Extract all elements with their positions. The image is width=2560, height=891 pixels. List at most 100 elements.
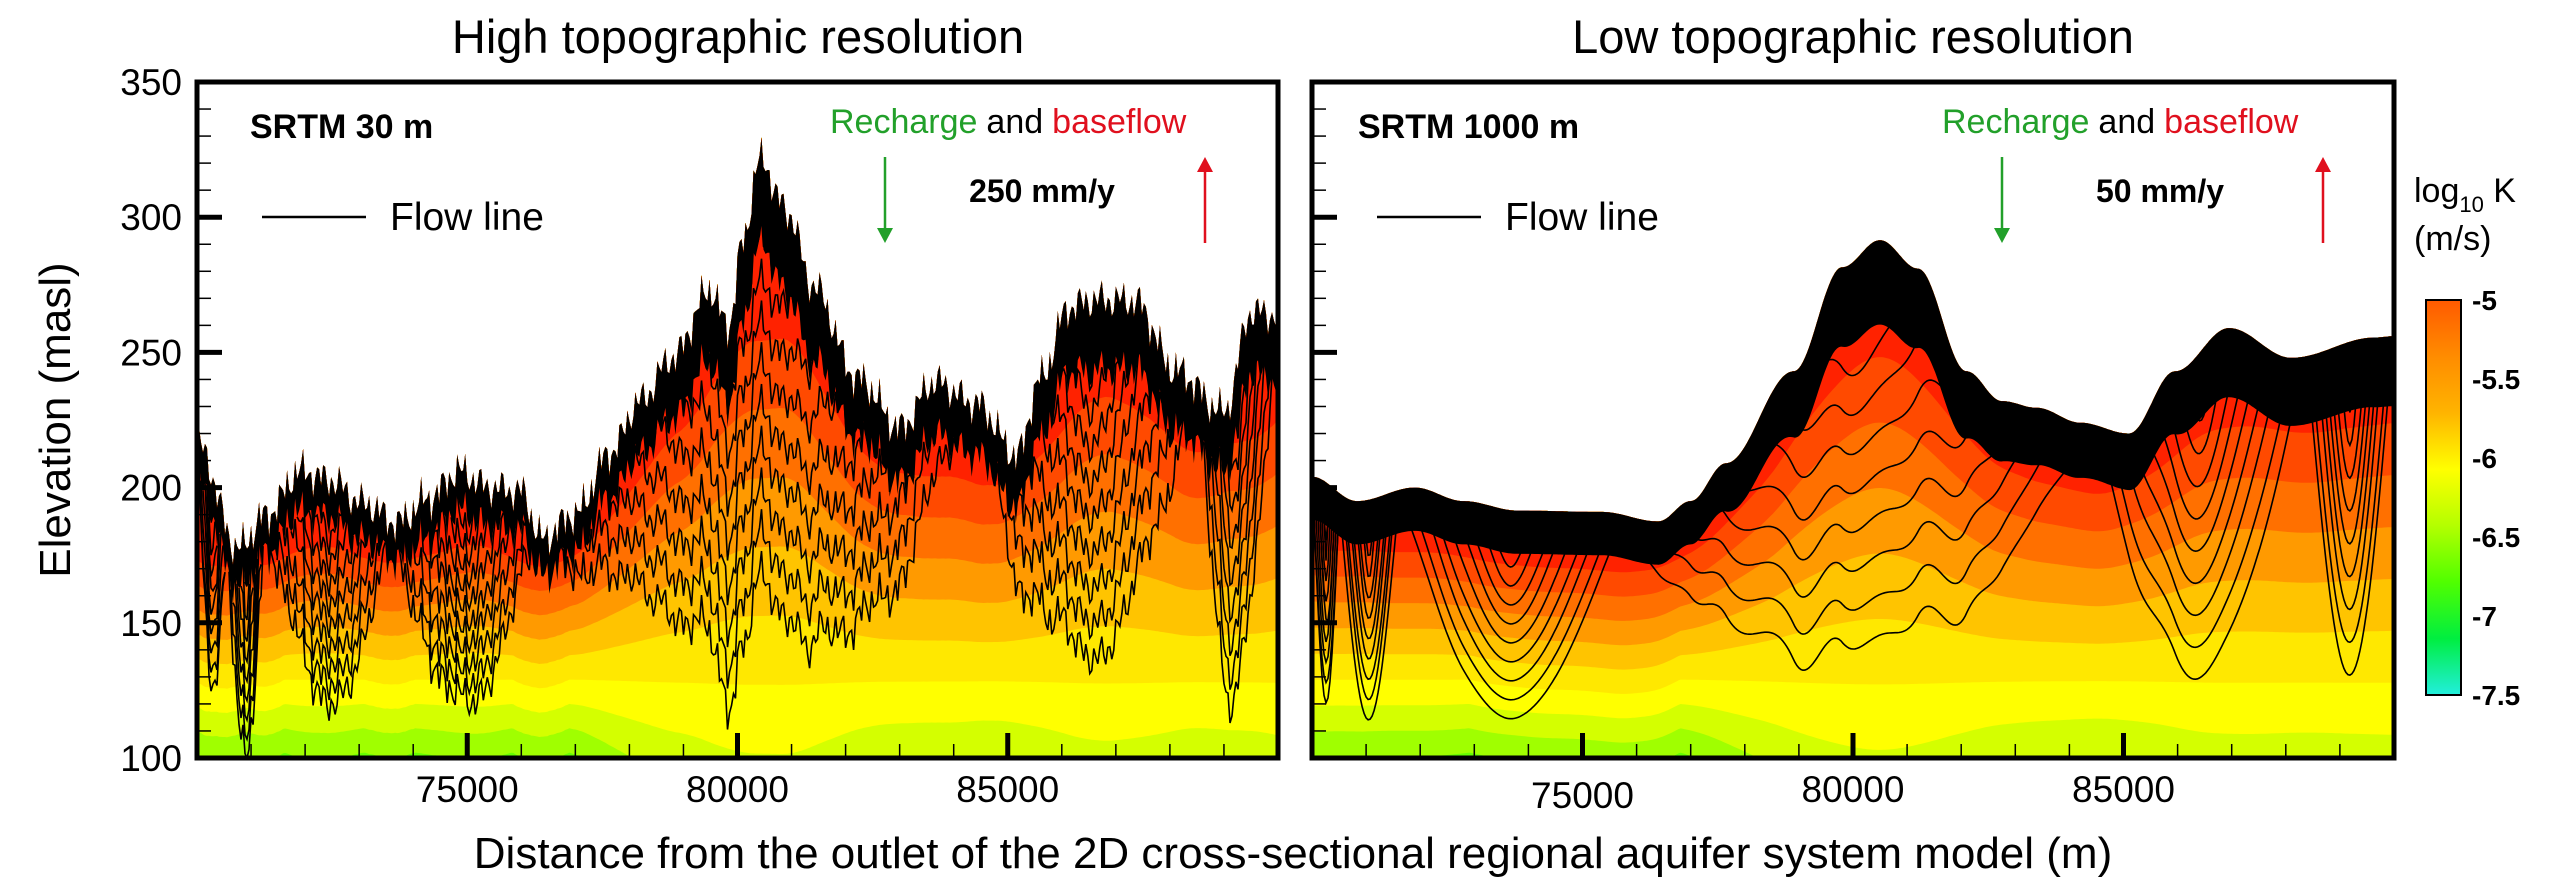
- y-tick-label: 150: [120, 603, 182, 644]
- flow-line: [1347, 530, 1391, 681]
- flow-line: [1670, 448, 2051, 635]
- flow-line: [1453, 537, 1568, 644]
- flow-line: [582, 402, 941, 689]
- flow-line: [1217, 336, 1259, 587]
- flow-line: [320, 511, 336, 555]
- flow-line: [230, 564, 262, 743]
- x-tick-label: 75000: [416, 769, 519, 810]
- flow-line: [302, 486, 354, 618]
- flow-line: [1345, 529, 1393, 701]
- flow-line: [244, 581, 248, 587]
- flow-line: [270, 542, 386, 721]
- flow-line: [200, 480, 224, 654]
- right-dem-label: SRTM 1000 m: [1358, 108, 1579, 146]
- flow-line: [992, 412, 1189, 676]
- flow-line: [240, 563, 252, 642]
- flow-line: [1764, 379, 1956, 478]
- flow-line: [2313, 374, 2387, 644]
- x-tick-label: 85000: [2072, 769, 2175, 810]
- x-tick-label: 80000: [686, 769, 789, 810]
- right-axes: 75000 80000 85000: [1309, 79, 2397, 816]
- flow-line: [398, 543, 533, 718]
- left-recharge-arrow-icon: [877, 157, 893, 243]
- flow-line: [1740, 417, 1980, 521]
- flow-line: [1069, 346, 1113, 429]
- flow-line: [442, 510, 489, 591]
- flow-line: [2158, 369, 2245, 520]
- flow-line: [202, 490, 222, 635]
- flow-line: [1201, 358, 1275, 724]
- flow-line: [276, 531, 380, 701]
- left-axes: 75000 80000 85000 100 150 200 250 300 350: [120, 62, 1281, 810]
- flow-line: [1315, 515, 1337, 665]
- flow-line: [2309, 374, 2391, 676]
- flow-line: [2180, 367, 2223, 455]
- flow-line: [236, 574, 256, 685]
- colorbar-units: (m/s): [2414, 220, 2491, 258]
- flow-line: [1465, 538, 1556, 625]
- flow-line: [1323, 518, 1329, 561]
- x-tick-label: 85000: [956, 769, 1059, 810]
- flow-line: [672, 342, 851, 517]
- flow-line: [2341, 377, 2359, 448]
- flow-line: [290, 518, 366, 659]
- flow-line: [1213, 347, 1263, 624]
- right-baseflow-label: baseflow: [2164, 103, 2299, 141]
- flow-line: [1497, 545, 1524, 568]
- flow-line: [1357, 534, 1381, 619]
- flow-line: [2148, 375, 2255, 553]
- right-plot-area: [1312, 240, 2394, 758]
- flow-line: [1645, 459, 2075, 672]
- flow-line: [1365, 536, 1373, 557]
- left-flow-line-legend-label: Flow line: [390, 196, 544, 239]
- flow-line: [232, 540, 260, 723]
- left-recharge-label: Recharge: [830, 103, 977, 141]
- colorbar-title-subscript: 10: [2459, 192, 2483, 217]
- left-and-label: and: [986, 103, 1043, 141]
- flow-line: [282, 527, 374, 680]
- flow-line: [1209, 351, 1267, 656]
- colorbar: log10 K (m/s) -5 -5.5 -6 -6.5 -7 -7.5: [2414, 172, 2520, 711]
- flow-line: [2190, 375, 2213, 422]
- x-axis-title: Distance from the outlet of the 2D cross…: [474, 829, 2112, 878]
- colorbar-title-k: K: [2484, 172, 2516, 210]
- flow-line: [1317, 515, 1335, 643]
- flow-line: [1341, 528, 1397, 721]
- right-recharge-label: Recharge: [1942, 103, 2089, 141]
- right-rate-label: 50 mm/y: [2096, 173, 2224, 209]
- flow-line: [210, 515, 214, 523]
- colorbar-tick-label: -7.5: [2472, 680, 2520, 711]
- flow-line: [604, 434, 919, 648]
- flow-line: [1836, 278, 1884, 336]
- left-panel: 75000 80000 85000 100 150 200 250 300 350 SRTM 3…: [120, 62, 1281, 810]
- colorbar-gradient: [2425, 299, 2462, 696]
- y-tick-label: 100: [120, 738, 182, 779]
- flow-line: [2327, 375, 2373, 545]
- flow-line: [450, 508, 481, 569]
- flow-line: [1475, 539, 1546, 606]
- flow-line: [1431, 529, 1590, 682]
- right-and-label: and: [2098, 103, 2155, 141]
- flow-line: [1057, 320, 1125, 464]
- flow-line: [242, 559, 250, 621]
- flow-line: [1409, 525, 1612, 720]
- flow-line: [198, 465, 226, 692]
- colorbar-tick-label: -6.5: [2472, 522, 2520, 553]
- flow-line: [1015, 391, 1167, 606]
- colorbar-tick-label: -5: [2472, 285, 2497, 316]
- flow-line: [1441, 533, 1580, 663]
- flow-line: [1716, 438, 2005, 561]
- y-tick-label: 200: [120, 468, 182, 509]
- flow-line: [2335, 376, 2365, 480]
- flow-line: [2128, 390, 2275, 617]
- k-field: [197, 137, 1278, 758]
- left-plot-area: [197, 137, 1278, 758]
- flow-line: [308, 510, 348, 597]
- flow-line: [1047, 343, 1135, 499]
- flow-line: [1359, 534, 1379, 599]
- left-dem-label: SRTM 30 m: [250, 108, 433, 146]
- flow-line: [1694, 443, 2026, 598]
- flow-line: [2106, 395, 2297, 681]
- flow-line: [428, 512, 505, 632]
